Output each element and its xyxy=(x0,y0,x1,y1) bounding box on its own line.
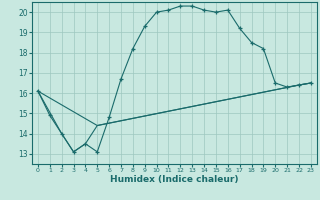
X-axis label: Humidex (Indice chaleur): Humidex (Indice chaleur) xyxy=(110,175,239,184)
